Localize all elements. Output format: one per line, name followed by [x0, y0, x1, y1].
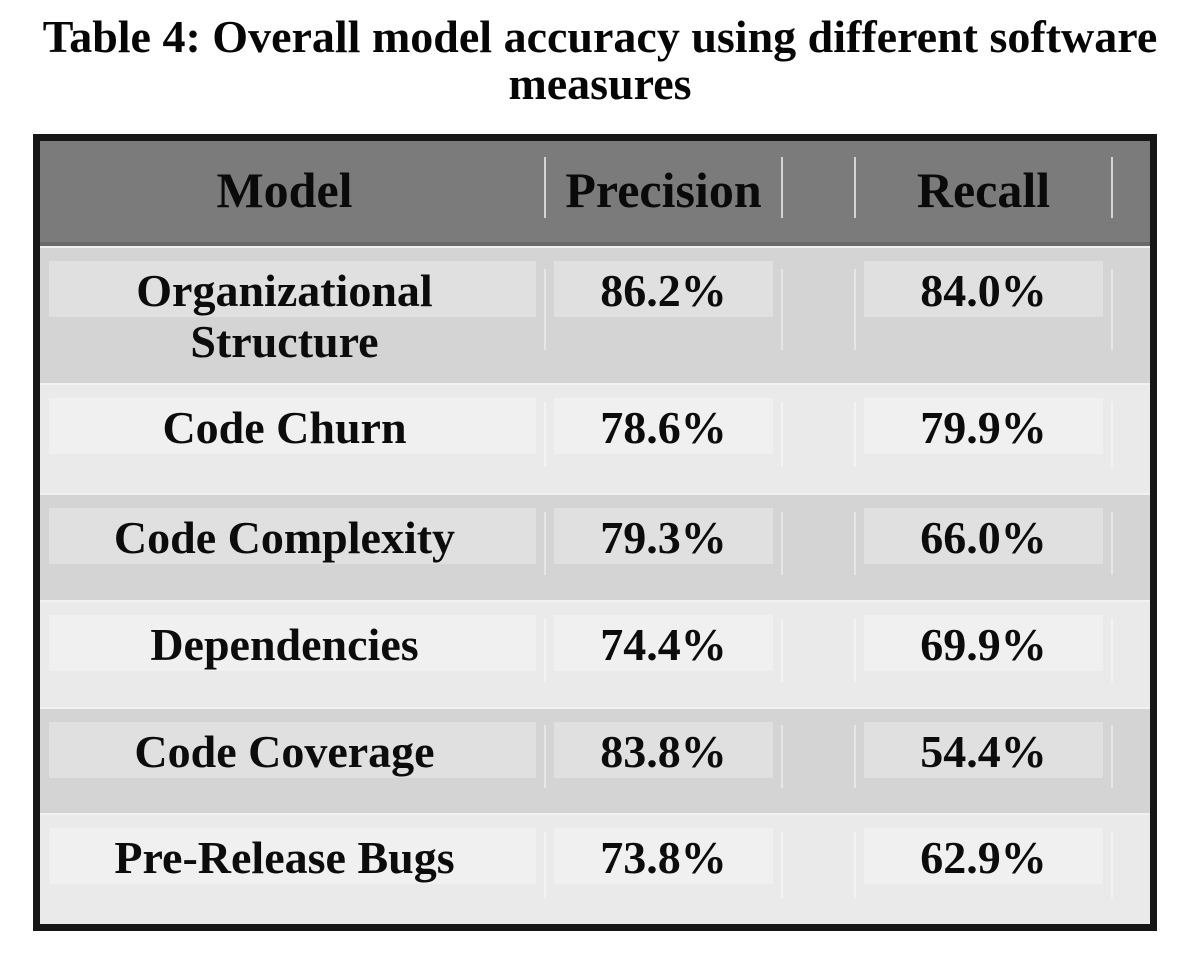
recall-cell: 84.0%	[855, 248, 1113, 383]
right-spacer-cell	[1112, 602, 1150, 707]
table-row-code-churn: Code Churn 78.6% 79.9%	[40, 382, 1150, 493]
model-cell: Code Churn	[40, 385, 546, 493]
accuracy-table: Model Precision Recall Organizational St…	[33, 133, 1157, 931]
model-cell: Code Complexity	[40, 495, 546, 600]
right-spacer-cell	[1112, 495, 1150, 600]
table-row-code-coverage: Code Coverage 83.8% 54.4%	[40, 706, 1150, 813]
column-header-recall: Recall	[855, 141, 1113, 242]
spacer-cell	[782, 495, 856, 600]
precision-cell: 86.2%	[545, 248, 783, 383]
precision-cell: 78.6%	[545, 385, 783, 493]
precision-cell: 74.4%	[545, 602, 783, 707]
recall-cell: 66.0%	[855, 495, 1113, 600]
right-spacer-cell	[1112, 815, 1150, 924]
precision-cell: 83.8%	[545, 709, 783, 813]
header-spacer-cell	[782, 141, 856, 242]
column-header-precision: Precision	[545, 141, 783, 242]
table-row-code-complexity: Code Complexity 79.3% 66.0%	[40, 492, 1150, 600]
spacer-cell	[782, 815, 856, 924]
table-row-pre-release-bugs: Pre-Release Bugs 73.8% 62.9%	[40, 812, 1150, 924]
right-spacer-cell	[1112, 248, 1150, 383]
caption-line-2: measures	[508, 57, 692, 109]
recall-cell: 79.9%	[855, 385, 1113, 493]
spacer-cell	[782, 602, 856, 707]
model-cell: Dependencies	[40, 602, 546, 707]
table-header-row: Model Precision Recall	[40, 140, 1150, 246]
table-row-dependencies: Dependencies 74.4% 69.9%	[40, 599, 1150, 707]
model-cell: Pre-Release Bugs	[40, 815, 546, 924]
table-row-organizational-structure: Organizational Structure 86.2% 84.0%	[40, 245, 1150, 383]
header-right-spacer-cell	[1112, 141, 1150, 242]
column-header-model: Model	[40, 141, 546, 242]
table-caption: Table 4: Overall model accuracy using di…	[0, 0, 1200, 108]
spacer-cell	[782, 709, 856, 813]
model-cell: Organizational Structure	[40, 248, 546, 383]
precision-cell: 73.8%	[545, 815, 783, 924]
recall-cell: 62.9%	[855, 815, 1113, 924]
model-cell: Code Coverage	[40, 709, 546, 813]
precision-cell: 79.3%	[545, 495, 783, 600]
right-spacer-cell	[1112, 709, 1150, 813]
right-spacer-cell	[1112, 385, 1150, 493]
recall-cell: 54.4%	[855, 709, 1113, 813]
caption-line-1: Table 4: Overall model accuracy using di…	[42, 11, 1158, 62]
spacer-cell	[782, 385, 856, 493]
recall-cell: 69.9%	[855, 602, 1113, 707]
spacer-cell	[782, 248, 856, 383]
